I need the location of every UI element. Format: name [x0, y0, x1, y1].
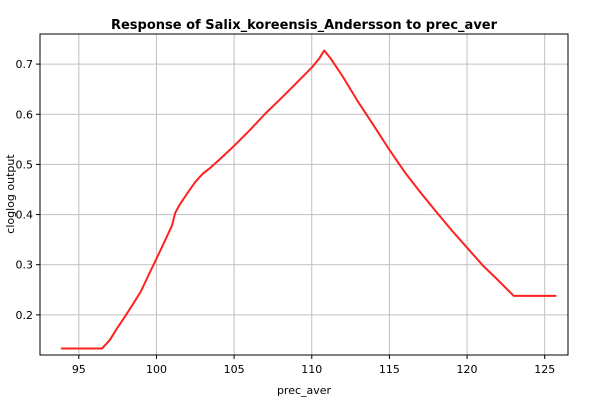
x-tick-label: 125: [534, 363, 555, 376]
x-axis-label: prec_aver: [277, 384, 332, 397]
y-axis-label: cloglog output: [4, 154, 17, 234]
chart-title: Response of Salix_koreensis_Andersson to…: [111, 18, 498, 33]
tick-layer: 95 100 105 110 115 120 125 0.2 0.3 0.4 0.5 0.6 0.7: [16, 58, 556, 376]
series-layer: [60, 49, 557, 350]
y-tick-label: 0.4: [16, 209, 34, 222]
x-tick-label: 105: [224, 363, 245, 376]
y-tick-label: 0.7: [16, 58, 34, 71]
series-line: [60, 49, 557, 350]
grid-layer: [40, 34, 568, 355]
x-tick-label: 110: [301, 363, 322, 376]
x-tick-label: 120: [457, 363, 478, 376]
x-tick-label: 95: [72, 363, 86, 376]
y-tick-label: 0.3: [16, 259, 34, 272]
y-tick-label: 0.5: [16, 158, 34, 171]
x-tick-label: 115: [379, 363, 400, 376]
y-tick-label: 0.2: [16, 309, 34, 322]
y-tick-label: 0.6: [16, 108, 34, 121]
plot-frame: [39, 33, 569, 356]
x-tick-label: 100: [146, 363, 167, 376]
